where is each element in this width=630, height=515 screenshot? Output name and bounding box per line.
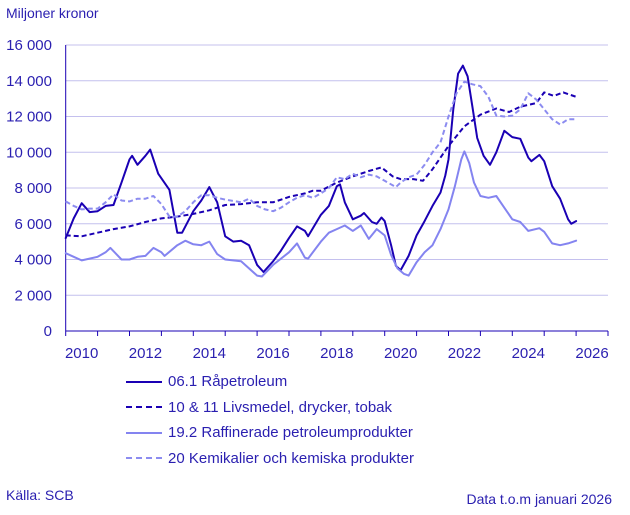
- x-tick-label: 2012: [129, 345, 162, 362]
- data-note: Data t.o.m januari 2026: [466, 491, 612, 507]
- y-axis-label: Miljoner kronor: [6, 5, 99, 21]
- y-tick-label: 0: [44, 323, 52, 340]
- x-tick-label: 2016: [256, 345, 289, 362]
- legend-item: 20 Kemikalier och kemiska produkter: [126, 446, 414, 472]
- series-line-3: [64, 150, 578, 278]
- legend: 06.1 Råpetroleum 10 & 11 Livsmedel, dryc…: [126, 369, 414, 471]
- y-tick-label: 16 000: [6, 37, 52, 54]
- legend-item: 10 & 11 Livsmedel, drycker, tobak: [126, 395, 414, 421]
- x-tick-label: 2014: [193, 345, 226, 362]
- series-line-2: [65, 91, 577, 238]
- source-text: Källa: SCB: [6, 487, 74, 503]
- y-tick-label: 8 000: [14, 180, 52, 197]
- y-tick-label: 14 000: [6, 73, 52, 90]
- gridlines: [65, 44, 608, 296]
- legend-item: 19.2 Raffinerade petroleumprodukter: [126, 420, 414, 446]
- axes: 0 2 000 4 000 6 000 8 000 10 000 12 000 14 000 1…: [6, 37, 609, 362]
- y-tick-label: 2 000: [14, 287, 52, 304]
- series-line-4: [65, 80, 577, 218]
- x-tick-label: 2026: [575, 345, 608, 362]
- y-tick-label: 4 000: [14, 252, 52, 269]
- legend-label: 06.1 Råpetroleum: [168, 373, 288, 391]
- legend-label: 19.2 Raffinerade petroleumprodukter: [168, 424, 413, 442]
- series-line-1: [64, 64, 578, 273]
- legend-swatch: [126, 457, 162, 460]
- legend-label: 10 & 11 Livsmedel, drycker, tobak: [168, 398, 393, 416]
- x-tick-label: 2010: [65, 345, 98, 362]
- y-tick-label: 10 000: [6, 144, 52, 161]
- x-tick-label: 2022: [448, 345, 481, 362]
- series-lines: [64, 64, 578, 278]
- legend-swatch: [126, 406, 162, 409]
- x-tick-label: 2018: [320, 345, 353, 362]
- y-tick-label: 6 000: [14, 216, 52, 233]
- x-tick-label: 2024: [512, 345, 545, 362]
- legend-swatch: [126, 431, 162, 434]
- line-chart: 0 2 000 4 000 6 000 8 000 10 000 12 000 14 000 1…: [6, 37, 609, 362]
- legend-label: 20 Kemikalier och kemiska produkter: [168, 449, 414, 467]
- y-tick-label: 12 000: [6, 109, 52, 126]
- legend-swatch: [126, 380, 162, 383]
- legend-item: 06.1 Råpetroleum: [126, 369, 414, 395]
- x-tick-label: 2020: [384, 345, 417, 362]
